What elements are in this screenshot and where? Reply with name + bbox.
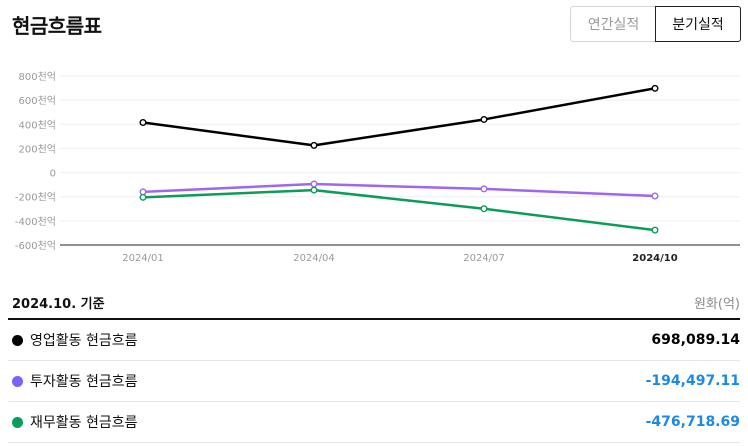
row-value: -476,718.69 [645, 414, 740, 430]
row-label: 재무활동 현금흐름 [30, 415, 138, 431]
cashflow-summary-list: 영업활동 현금흐름 698,089.14 투자활동 현금흐름 -194,497.… [8, 318, 740, 443]
cashflow-line-chart: 800천억 600천억 400천억 200천억 0 -200천억 -400천억 -600천억 2… [15, 71, 740, 264]
list-item-investing: 투자활동 현금흐름 -194,497.11 [8, 361, 740, 402]
data-point [480, 205, 488, 213]
list-item-operating: 영업활동 현금흐름 698,089.14 [8, 320, 740, 361]
series-line [142, 87, 656, 147]
data-point [480, 115, 488, 123]
y-tick-label: 800천억 [19, 71, 57, 83]
series-line [142, 188, 656, 232]
row-label: 영업활동 현금흐름 [30, 333, 138, 349]
y-tick-label: 400천억 [19, 119, 57, 131]
x-tick-label: 2024/07 [463, 253, 505, 264]
x-tick-label: 2024/10 [632, 253, 677, 264]
row-value: -194,497.11 [645, 373, 740, 389]
row-value: 698,089.14 [651, 332, 740, 348]
y-tick-label: -200천억 [15, 192, 56, 204]
data-point [139, 118, 147, 126]
y-tick-label: 0 [50, 169, 56, 180]
x-tick-label: 2024/01 [122, 253, 164, 264]
basis-date: 2024.10. 기준 [12, 297, 105, 312]
tab-annual[interactable]: 연간실적 [570, 6, 656, 42]
data-point [651, 192, 659, 200]
x-tick-label: 2024/04 [293, 253, 335, 264]
data-point [310, 186, 318, 194]
legend-dot-operating [12, 334, 23, 346]
data-point [310, 141, 318, 149]
unit-label: 원화(억) [693, 297, 740, 312]
data-point [480, 185, 488, 193]
legend-dot-financing [12, 416, 23, 428]
legend-dot-investing [12, 375, 23, 387]
data-point [310, 180, 318, 188]
y-tick-label: -400천억 [15, 216, 56, 228]
tab-quarterly[interactable]: 분기실적 [655, 6, 741, 42]
list-item-financing: 재무활동 현금흐름 -476,718.69 [8, 402, 740, 443]
data-point [651, 84, 659, 92]
y-tick-label: -600천억 [15, 240, 56, 252]
data-point [651, 226, 659, 234]
data-point [139, 193, 147, 201]
series-line [142, 182, 656, 198]
page-title: 현금흐름표 [12, 14, 102, 38]
y-tick-label: 200천억 [19, 143, 57, 155]
y-tick-label: 600천억 [19, 95, 57, 107]
row-label: 투자활동 현금흐름 [30, 374, 138, 390]
